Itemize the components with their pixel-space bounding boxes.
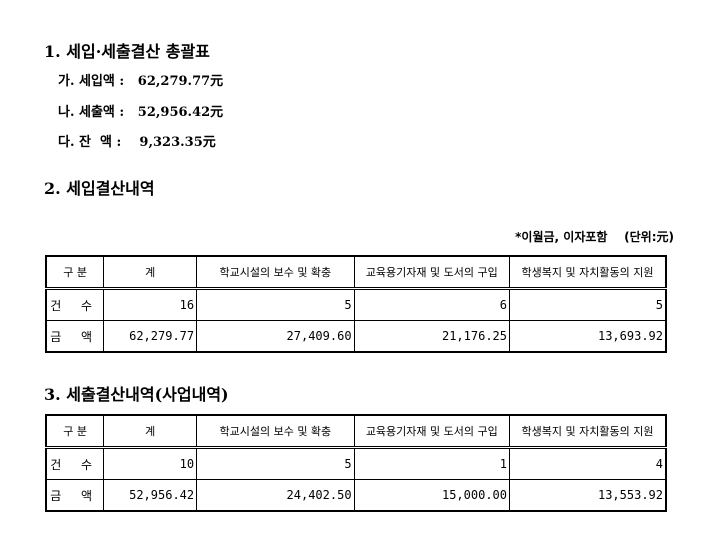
table-row: 금 액 52,956.42 24,402.50 15,000.00 13,553.92 [45,479,667,512]
section1-title: 1. 세입·세출결산 총괄표 [44,42,210,61]
header-cell: 구 분 [45,414,105,449]
header-cell: 학교시설의 보수 및 확충 [196,255,355,290]
expense-table: 구 분 계 학교시설의 보수 및 확충 교육용기자재 및 도서의 구입 학생복지 및 자… [45,414,667,512]
header-cell: 계 [103,255,198,290]
header-cell: 구 분 [45,255,105,290]
table-row: 건 수 16 5 6 5 [45,288,667,321]
table-row: 건 수 10 5 1 4 [45,447,667,480]
header-cell: 교육용기자재 및 도서의 구입 [353,414,511,449]
header-cell: 학교시설의 보수 및 확충 [196,414,355,449]
revenue-line: 가. 세입액 : 62,279.77元 [58,74,224,89]
section2-title: 2. 세입결산내역 [44,179,155,198]
balance-line: 다. 잔 액 : 9,323.35元 [58,135,216,150]
table-row: 금 액 62,279.77 27,409.60 21,176.25 13,693.92 [45,320,667,353]
header-cell: 학생복지 및 자치활동의 지원 [509,414,667,449]
expense-line: 나. 세출액 : 52,956.42元 [58,105,224,120]
header-cell: 교육용기자재 및 도서의 구입 [353,255,511,290]
section3-title: 3. 세출결산내역(사업내역) [44,385,229,404]
revenue-table: 구 분 계 학교시설의 보수 및 확충 교육용기자재 및 도서의 구입 학생복지 및 자… [45,255,667,353]
header-cell: 학생복지 및 자치활동의 지원 [509,255,667,290]
unit-note: *이월금, 이자포함 (단위:元) [515,230,674,244]
header-cell: 계 [103,414,198,449]
